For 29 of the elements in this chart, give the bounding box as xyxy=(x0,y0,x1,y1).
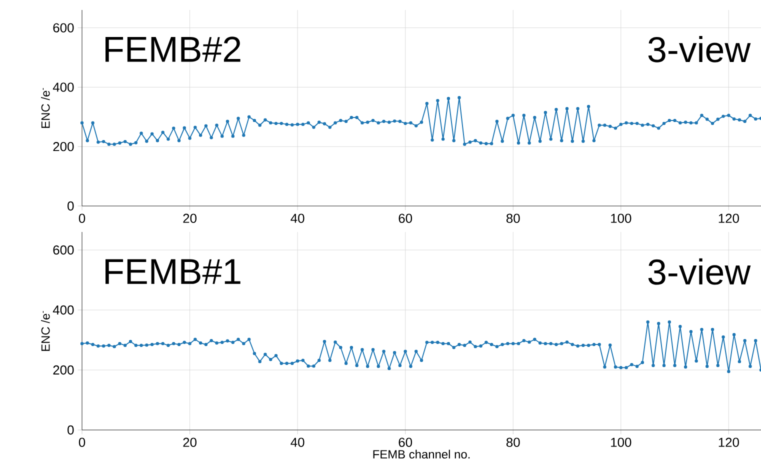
x-axis-title: FEMB channel no. xyxy=(373,450,470,459)
x-tick-label: 40 xyxy=(290,214,304,223)
y-tick-label: 200 xyxy=(53,142,74,152)
annotation: 3-view xyxy=(648,258,751,285)
x-tick-label: 60 xyxy=(398,438,412,447)
y-tick-label: 400 xyxy=(52,305,74,315)
y-axis-title: ENC /e$^{-}$ xyxy=(41,88,50,128)
y-tick-label: 200 xyxy=(53,365,74,375)
x-tick-label: 100 xyxy=(611,438,632,447)
x-tick-label: 120 xyxy=(718,214,739,223)
annotation: 3-view xyxy=(648,36,751,62)
y-tick-label: 400 xyxy=(52,82,74,92)
x-tick-label: 20 xyxy=(183,214,196,223)
annotation: FEMB#2 xyxy=(106,36,240,62)
y-axis-title: ENC /e$^{-}$ xyxy=(41,311,50,351)
y-tick-label: 0 xyxy=(68,201,74,211)
annotation: FEMB#1 xyxy=(106,259,240,284)
x-tick-label: 40 xyxy=(290,438,304,447)
x-tick-label: 80 xyxy=(506,438,520,447)
x-tick-label: 0 xyxy=(78,214,86,223)
x-tick-label: 120 xyxy=(718,438,739,447)
x-tick-label: 80 xyxy=(506,214,520,223)
x-tick-label: 20 xyxy=(183,438,196,447)
y-tick-label: 600 xyxy=(53,245,74,255)
y-tick-label: 0 xyxy=(68,425,74,435)
y-tick-label: 600 xyxy=(53,23,74,32)
x-tick-label: 60 xyxy=(398,214,412,223)
x-tick-label: 100 xyxy=(611,214,632,223)
x-tick-label: 0 xyxy=(78,438,86,447)
